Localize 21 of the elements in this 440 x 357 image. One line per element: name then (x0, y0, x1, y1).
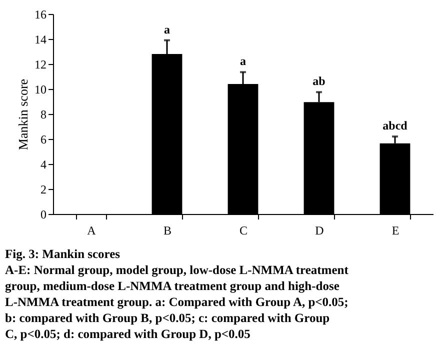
y-tick-label: 16 (34, 8, 46, 22)
y-axis-title: Mankin score (16, 78, 30, 150)
x-tick-label: E (392, 224, 400, 238)
y-tick-label: 12 (34, 58, 46, 72)
y-tick-label: 14 (34, 32, 46, 46)
x-tick-label: B (163, 224, 172, 238)
text: A-E: Normal group, model group, low-dose L-NMMA treatment group, medium-dose L-NMMA treatment group and high-dose L-NMMA treatment group. a: Compared with Group A, p<0.05; b: compared with Group B, p<0.05; c: compared with Group C, p<0.05; d: compared with Group D, p<0.05 (5, 263, 350, 341)
y-tick-label: 0 (40, 208, 46, 222)
annotation: ab (312, 74, 326, 88)
text: Fig. 3: Mankin scores (5, 247, 120, 261)
y-tick-label: 4 (40, 158, 46, 172)
x-tick-label: A (87, 224, 96, 238)
x-tick-label: D (315, 224, 324, 238)
annotation: a (164, 22, 170, 36)
y-tick-label: 6 (40, 132, 46, 146)
annotation: a (240, 54, 246, 68)
y-tick-label: 2 (40, 182, 46, 196)
annotation: abcd (382, 118, 408, 132)
x-tick-label: C (239, 224, 248, 238)
y-tick-label: 10 (34, 82, 46, 96)
y-tick-label: 8 (40, 108, 46, 122)
